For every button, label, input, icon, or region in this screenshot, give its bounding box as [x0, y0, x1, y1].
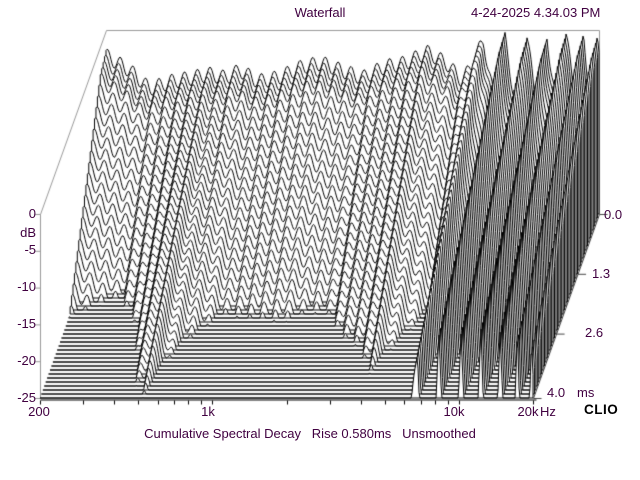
db-tick-minus15: -15	[17, 316, 36, 331]
chart-title: Waterfall	[294, 5, 346, 20]
time-tick-1-3: 1.3	[592, 266, 611, 281]
time-tick-4-0: 4.0	[547, 385, 566, 400]
freq-tick-20k: 20k	[517, 404, 539, 419]
db-tick-0: 0	[28, 206, 36, 221]
freq-tick-200: 200	[28, 404, 50, 419]
freq-tick-1k: 1k	[201, 404, 215, 419]
clio-brand-label: CLIO	[584, 402, 619, 417]
db-tick-minus5: -5	[24, 242, 36, 257]
db-tick-minus10: -10	[17, 279, 36, 294]
freq-axis-unit: Hz	[540, 404, 556, 419]
time-tick-0: 0.0	[604, 207, 623, 222]
db-tick-minus20: -20	[17, 353, 36, 368]
freq-tick-10k: 10k	[443, 404, 465, 419]
time-tick-2-6: 2.6	[585, 325, 604, 340]
measurement-info: Cumulative Spectral Decay Rise 0.580ms U…	[144, 426, 476, 441]
timestamp: 4-24-2025 4.34.03 PM	[471, 5, 601, 20]
time-axis-unit: ms	[577, 385, 595, 400]
db-axis-unit: dB	[20, 225, 36, 240]
db-tick-minus25: -25	[17, 390, 36, 405]
